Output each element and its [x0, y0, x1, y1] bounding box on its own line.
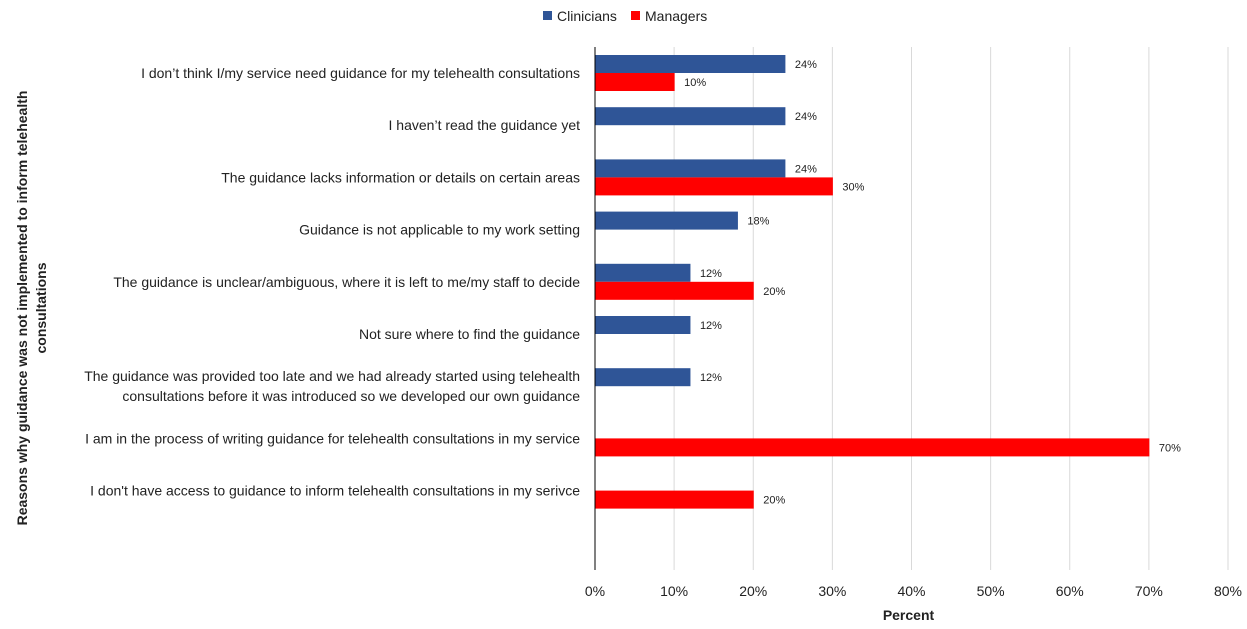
data-label: 20%: [763, 286, 785, 298]
bar-managers: [595, 281, 754, 300]
x-tick-label: 80%: [1214, 583, 1242, 599]
category-label: I don’t think I/my service need guidance…: [141, 65, 580, 81]
data-label: 30%: [842, 181, 864, 193]
data-label: 12%: [700, 320, 722, 332]
data-label: 12%: [700, 268, 722, 280]
bar-clinicians: [595, 55, 786, 73]
data-label: 24%: [795, 163, 817, 175]
category-label: consultations before it was introduced s…: [122, 388, 580, 404]
legend-label: Managers: [645, 8, 707, 24]
legend-swatch: [631, 11, 640, 20]
y-axis-title: consultations: [33, 262, 49, 353]
x-tick-label: 60%: [1056, 583, 1084, 599]
x-tick-label: 20%: [739, 583, 767, 599]
category-label: The guidance is unclear/ambiguous, where…: [113, 274, 580, 290]
bar-clinicians: [595, 211, 738, 230]
x-tick-label: 0%: [585, 583, 605, 599]
category-label: Not sure where to find the guidance: [359, 326, 580, 342]
category-label: The guidance lacks information or detail…: [221, 169, 580, 185]
legend-swatch: [543, 11, 552, 20]
bar-clinicians: [595, 107, 786, 126]
category-label: I am in the process of writing guidance …: [85, 430, 580, 446]
x-tick-label: 70%: [1135, 583, 1163, 599]
data-label: 24%: [795, 111, 817, 123]
x-tick-label: 50%: [977, 583, 1005, 599]
bar-clinicians: [595, 316, 691, 334]
data-label: 20%: [763, 495, 785, 507]
data-label: 10%: [684, 77, 706, 89]
x-tick-label: 40%: [897, 583, 925, 599]
bar-managers: [595, 490, 754, 509]
data-label: 18%: [747, 216, 769, 228]
y-axis-title: Reasons why guidance was not implemented…: [14, 91, 30, 526]
x-tick-label: 30%: [818, 583, 846, 599]
bar-managers: [595, 177, 833, 196]
data-label: 24%: [795, 59, 817, 71]
data-label: 70%: [1159, 442, 1181, 454]
x-tick-label: 10%: [660, 583, 688, 599]
data-label: 12%: [700, 372, 722, 384]
bar-managers: [595, 438, 1150, 457]
bar-managers: [595, 73, 675, 91]
bar-clinicians: [595, 368, 691, 387]
bar-clinicians: [595, 159, 786, 178]
legend-label: Clinicians: [557, 8, 617, 24]
category-label: Guidance is not applicable to my work se…: [299, 222, 580, 238]
category-label: The guidance was provided too late and w…: [84, 368, 580, 384]
bar-clinicians: [595, 263, 691, 282]
x-axis-title: Percent: [883, 607, 935, 623]
category-label: I don't have access to guidance to infor…: [90, 483, 580, 499]
category-label: I haven’t read the guidance yet: [389, 117, 581, 133]
